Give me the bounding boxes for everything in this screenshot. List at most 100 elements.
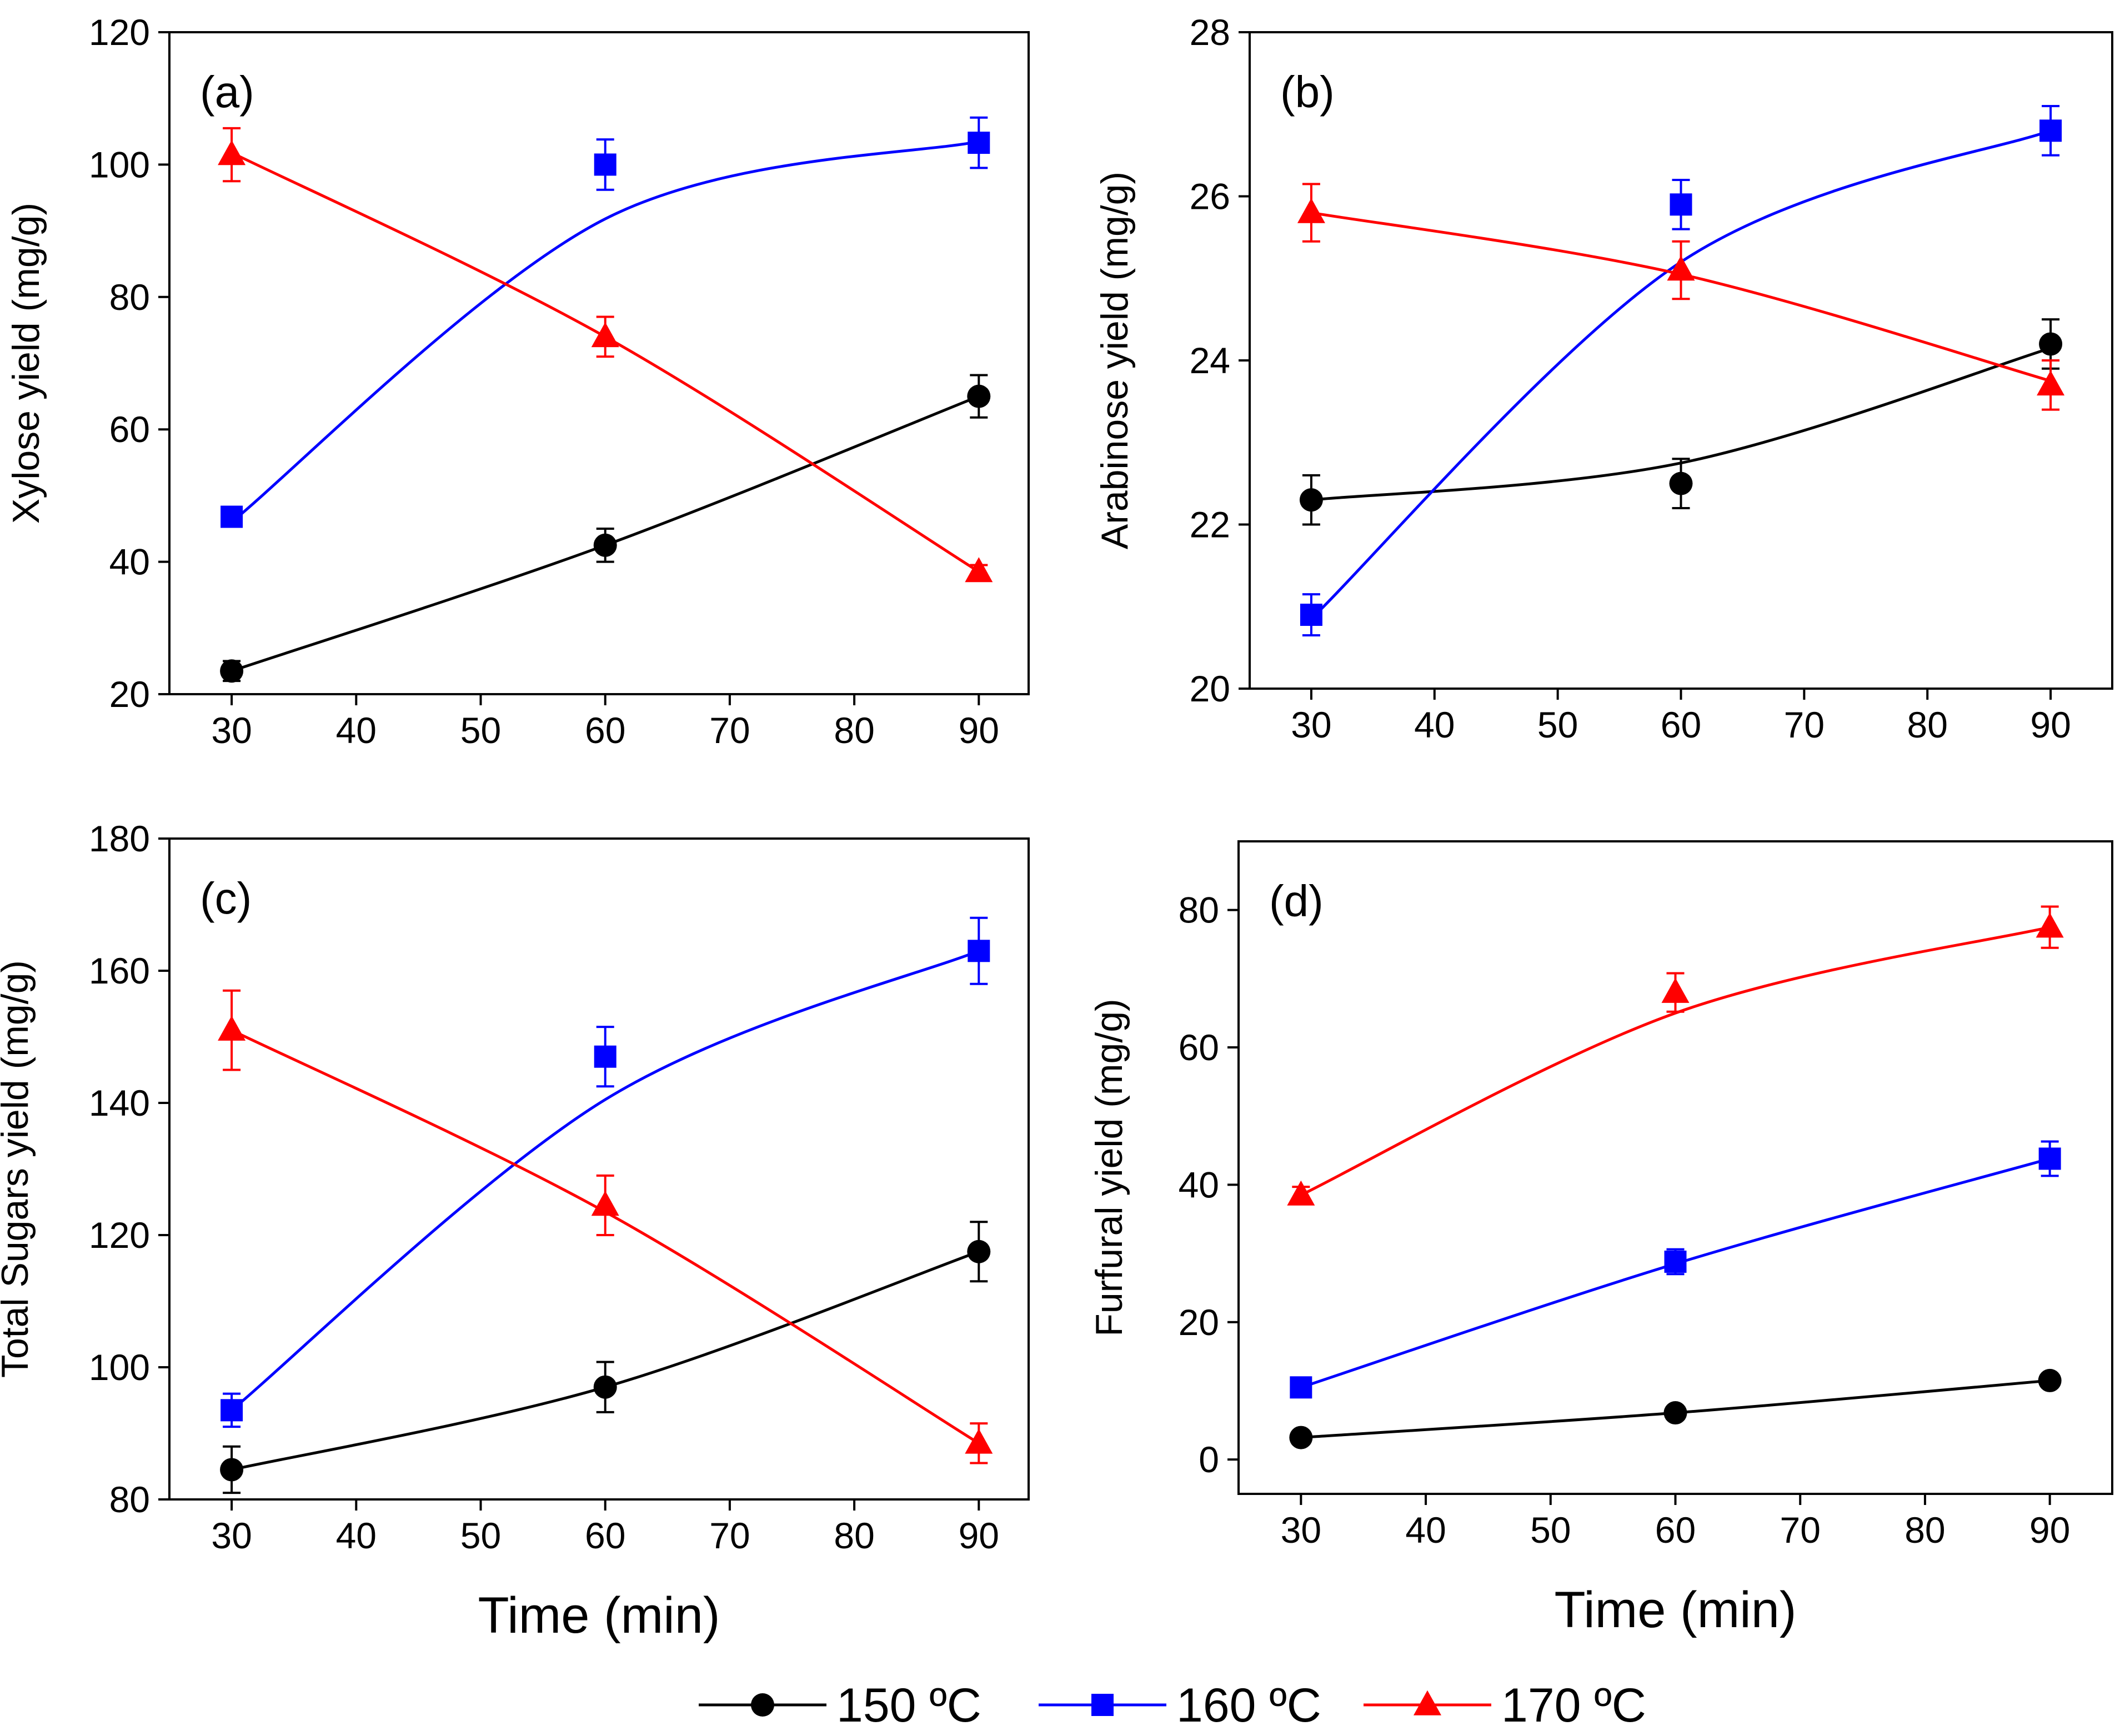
x-tick-label: 90 bbox=[2030, 704, 2071, 745]
legend: 150 ºC 160 ºC 170 ºC bbox=[699, 1679, 1646, 1732]
x-tick-label: 60 bbox=[1655, 1509, 1696, 1551]
data-point bbox=[968, 132, 990, 154]
data-point bbox=[1663, 1401, 1687, 1425]
legend-label: 170 ºC bbox=[1501, 1679, 1646, 1732]
series-3 bbox=[218, 989, 993, 1464]
y-tick-label: 20 bbox=[1190, 668, 1230, 709]
series-2 bbox=[1300, 104, 2062, 636]
y-tick-label: 40 bbox=[1179, 1164, 1219, 1205]
data-point bbox=[220, 659, 244, 683]
legend-item: 170 ºC bbox=[1364, 1679, 1646, 1732]
y-tick-label: 100 bbox=[89, 1347, 150, 1388]
panel-label: (b) bbox=[1280, 67, 1335, 117]
x-axis-label: Time (min) bbox=[1554, 1582, 1796, 1638]
data-point bbox=[1300, 604, 1322, 626]
data-point bbox=[2039, 119, 2062, 142]
data-point bbox=[1661, 977, 1690, 1003]
data-point bbox=[2039, 332, 2063, 356]
data-point bbox=[1669, 471, 1693, 495]
y-tick-label: 80 bbox=[1179, 890, 1219, 931]
x-tick-label: 40 bbox=[336, 1515, 377, 1556]
y-tick-label: 80 bbox=[109, 1479, 150, 1520]
y-tick-label: 20 bbox=[109, 674, 150, 715]
series-1 bbox=[1299, 318, 2063, 526]
series-line bbox=[231, 1250, 980, 1471]
series-3 bbox=[1287, 905, 2064, 1206]
panel-label: (c) bbox=[200, 874, 252, 923]
data-point bbox=[1299, 488, 1323, 512]
data-point bbox=[593, 1375, 617, 1399]
series-3 bbox=[1297, 183, 2065, 411]
data-point bbox=[965, 1428, 993, 1454]
y-axis-label: Arabinose yield (mg/g) bbox=[1094, 172, 1136, 549]
legend-marker bbox=[751, 1693, 774, 1717]
data-point bbox=[1287, 1180, 1315, 1206]
x-axis-label: Time (min) bbox=[478, 1587, 720, 1644]
series-1 bbox=[220, 1221, 991, 1494]
data-point bbox=[967, 1240, 991, 1263]
data-point bbox=[965, 557, 993, 583]
series-3 bbox=[218, 127, 993, 583]
data-point bbox=[2038, 1368, 2062, 1392]
x-tick-label: 50 bbox=[1530, 1509, 1571, 1551]
x-tick-label: 70 bbox=[709, 710, 750, 751]
y-axis-label: Furfural yield (mg/g) bbox=[1088, 999, 1130, 1336]
legend-marker bbox=[1091, 1694, 1114, 1716]
x-tick-label: 40 bbox=[1414, 704, 1455, 745]
series-line bbox=[230, 140, 979, 524]
y-tick-label: 120 bbox=[89, 12, 150, 53]
y-tick-label: 28 bbox=[1190, 12, 1230, 53]
panel-b: 30 40 50 60 70 80 90 20 22 24 26 28 (b) Arabinose yie… bbox=[1094, 12, 2113, 745]
panel-a: 30 40 50 60 70 80 90 20 40 60 80 100 120 (a) Xylose yi… bbox=[5, 12, 1030, 751]
y-tick-label: 20 bbox=[1179, 1302, 1219, 1343]
x-tick-label: 50 bbox=[1537, 704, 1578, 745]
y-tick-label: 60 bbox=[1179, 1027, 1219, 1068]
x-tick-label: 50 bbox=[460, 710, 501, 751]
y-axis-label: Total Sugars yield (mg/g) bbox=[0, 960, 36, 1378]
series-2 bbox=[220, 116, 990, 528]
data-point bbox=[1289, 1426, 1313, 1449]
panel-label: (a) bbox=[200, 67, 254, 117]
y-tick-label: 60 bbox=[109, 409, 150, 450]
y-tick-label: 24 bbox=[1190, 340, 1230, 381]
y-tick-label: 140 bbox=[89, 1082, 150, 1123]
y-tick-label: 180 bbox=[89, 818, 150, 859]
panel-label: (d) bbox=[1269, 876, 1324, 926]
x-tick-label: 30 bbox=[1291, 704, 1331, 745]
plot-frame bbox=[168, 837, 1030, 1501]
legend-marker bbox=[1414, 1690, 1441, 1715]
x-tick-label: 60 bbox=[585, 710, 625, 751]
x-tick-label: 70 bbox=[1780, 1509, 1821, 1551]
data-point bbox=[1667, 255, 1695, 281]
data-point bbox=[2036, 912, 2064, 938]
data-point bbox=[594, 153, 617, 176]
y-tick-label: 100 bbox=[89, 144, 150, 185]
y-tick-label: 40 bbox=[109, 541, 150, 583]
x-tick-label: 90 bbox=[959, 1515, 999, 1556]
y-tick-label: 0 bbox=[1199, 1439, 1219, 1480]
y-tick-label: 80 bbox=[109, 277, 150, 318]
data-point bbox=[593, 533, 617, 557]
legend-label: 160 ºC bbox=[1176, 1679, 1321, 1732]
data-point bbox=[594, 1045, 617, 1068]
data-point bbox=[220, 1458, 244, 1482]
data-point bbox=[591, 322, 619, 348]
x-tick-label: 70 bbox=[1784, 704, 1825, 745]
series-1 bbox=[1289, 1368, 2062, 1449]
data-point bbox=[218, 1015, 246, 1041]
legend-item: 160 ºC bbox=[1039, 1679, 1321, 1732]
x-tick-label: 40 bbox=[336, 710, 377, 751]
panel-d: 30 40 50 60 70 80 90 0 20 40 60 80 (d) Furfural yield… bbox=[1088, 840, 2113, 1638]
x-tick-label: 40 bbox=[1405, 1509, 1446, 1551]
data-point bbox=[968, 940, 990, 962]
data-point bbox=[2037, 370, 2065, 396]
data-point bbox=[220, 505, 243, 528]
x-tick-label: 30 bbox=[211, 1515, 252, 1556]
x-tick-label: 70 bbox=[709, 1515, 750, 1556]
x-tick-label: 90 bbox=[2029, 1509, 2070, 1551]
x-tick-label: 30 bbox=[1281, 1509, 1321, 1551]
series-2 bbox=[1290, 1140, 2061, 1399]
legend-label: 150 ºC bbox=[836, 1679, 981, 1732]
series-2 bbox=[220, 916, 990, 1428]
